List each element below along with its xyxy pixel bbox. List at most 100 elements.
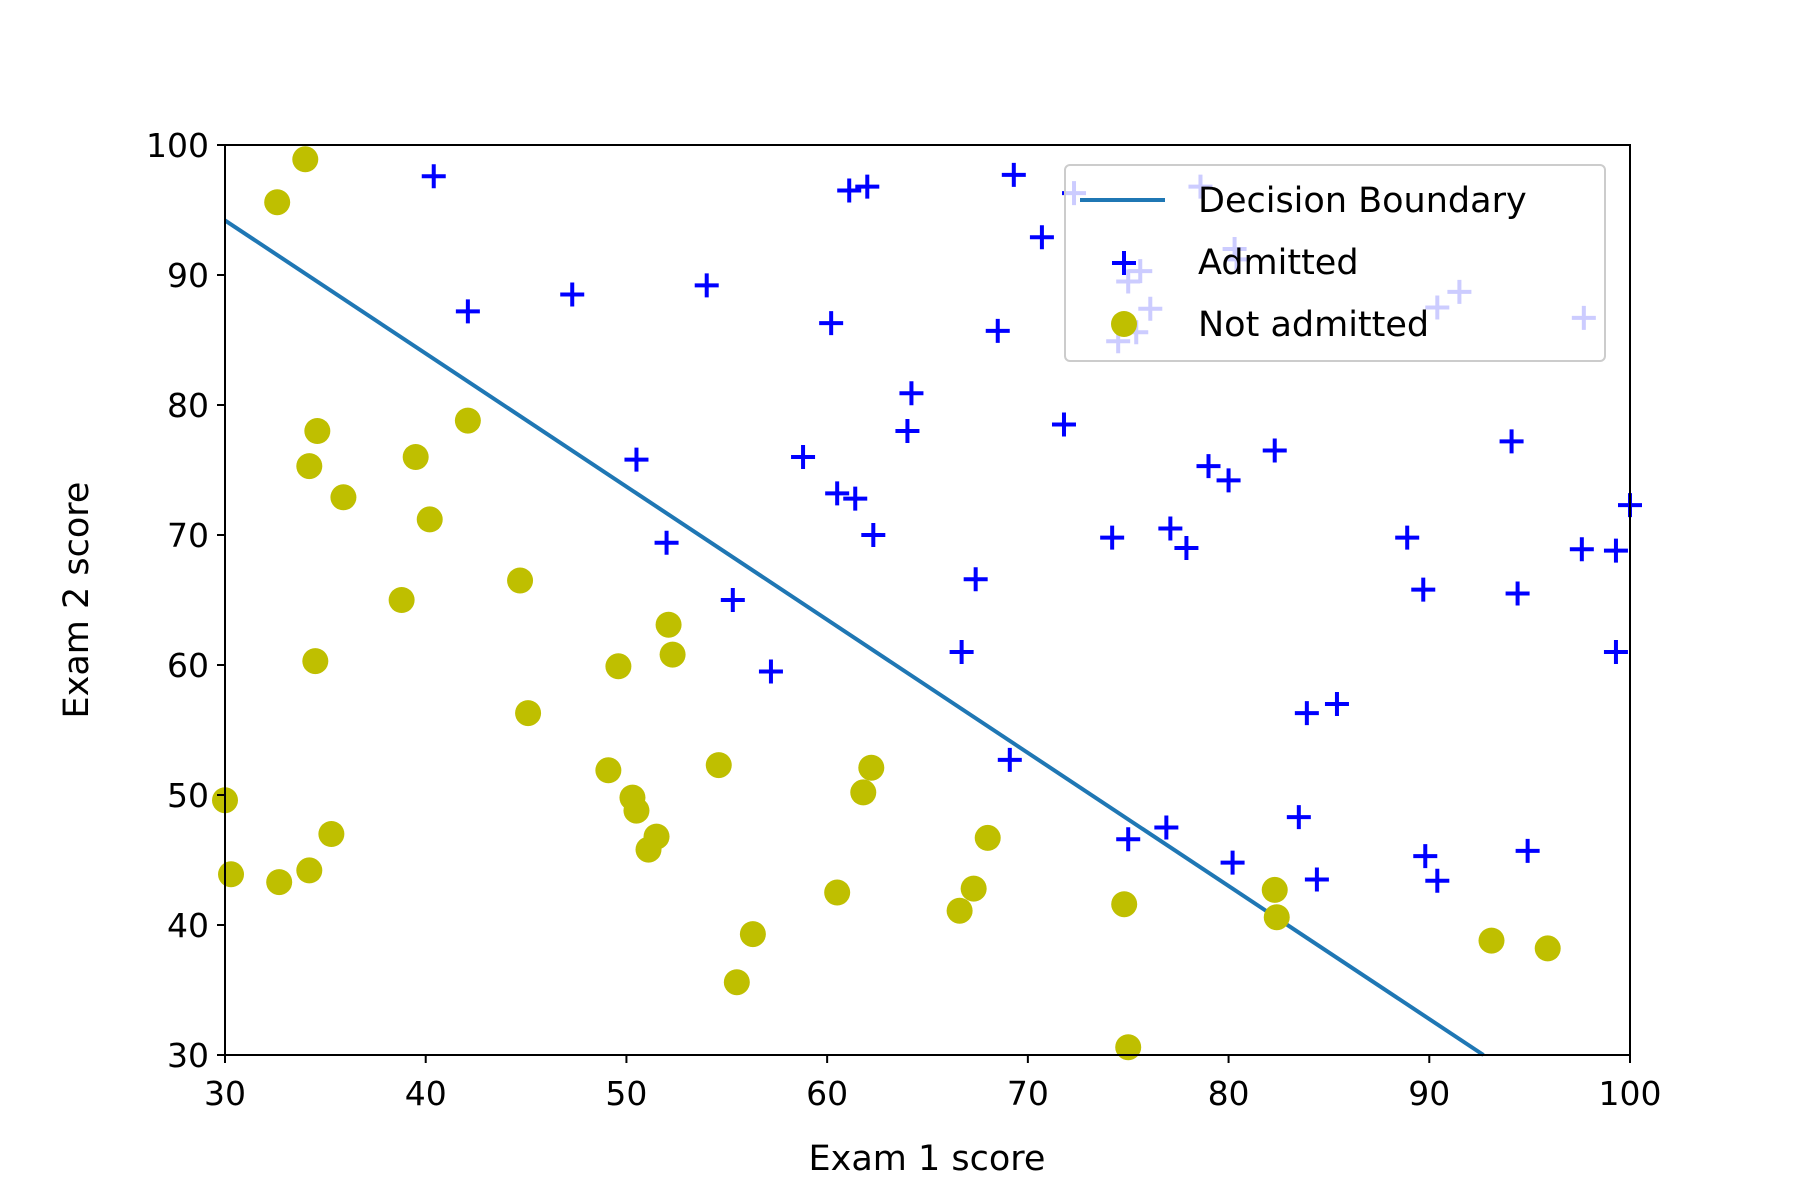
legend-box: [1064, 164, 1606, 362]
x-axis-title: Exam 1 score: [809, 1139, 1046, 1179]
data-points-layer: [212, 146, 1642, 1061]
not-admitted-point: [705, 752, 732, 779]
admitted-point: [1294, 701, 1319, 726]
admitted-point: [1220, 850, 1245, 875]
not-admitted-point: [416, 506, 443, 533]
admitted-point: [1603, 640, 1628, 664]
not-admitted-point: [1115, 1034, 1142, 1061]
admitted-point: [1001, 162, 1026, 187]
admitted-point: [1304, 867, 1329, 892]
x-tick-label: 50: [605, 1074, 647, 1113]
admitted-point: [1603, 538, 1628, 563]
not-admitted-point: [824, 879, 851, 906]
admitted-point: [843, 486, 868, 511]
not-admitted-point: [1111, 891, 1138, 918]
not-admitted-point: [296, 453, 323, 480]
admitted-point: [1425, 868, 1450, 893]
admitted-point: [1029, 225, 1054, 250]
admitted-point: [837, 178, 862, 203]
admitted-point: [455, 299, 480, 324]
y-tick-label: 70: [167, 516, 209, 555]
x-tick-label: 80: [1208, 1074, 1250, 1113]
not-admitted-point: [605, 653, 632, 680]
not-admitted-point: [402, 444, 429, 470]
admitted-point: [1411, 577, 1436, 602]
admitted-point: [895, 419, 920, 443]
admitted-point: [1262, 438, 1287, 463]
admitted-point: [421, 164, 446, 189]
admitted-point: [694, 273, 719, 298]
admitted-point: [560, 282, 585, 307]
admitted-point: [1324, 692, 1349, 716]
x-tick-label: 40: [405, 1074, 447, 1113]
admitted-point: [997, 747, 1022, 772]
not-admitted-point: [858, 754, 885, 781]
admitted-point: [791, 445, 816, 469]
admitted-point: [1174, 536, 1199, 560]
not-admitted-point: [330, 484, 357, 511]
admitted-point: [720, 588, 745, 612]
not-admitted-point: [655, 611, 682, 638]
legend-label-decision-boundary: Decision Boundary: [1198, 181, 1527, 221]
admitted-point: [1395, 525, 1420, 550]
admitted-point: [758, 659, 783, 684]
not-admitted-point: [1478, 927, 1505, 954]
not-admitted-point: [264, 189, 291, 216]
not-admitted-point: [974, 824, 1001, 851]
legend-plus-marker: [1112, 251, 1136, 275]
x-tick-label: 70: [1007, 1074, 1049, 1113]
not-admitted-point: [454, 407, 481, 434]
y-tick-label: 90: [167, 256, 209, 295]
y-axis-title: Exam 2 score: [57, 482, 97, 719]
admitted-point: [1505, 581, 1530, 606]
not-admitted-point: [1534, 935, 1561, 962]
legend-label-not-admitted: Not admitted: [1198, 305, 1429, 345]
admitted-point: [1196, 454, 1221, 479]
admitted-point: [825, 481, 850, 506]
y-tick-label: 60: [167, 646, 209, 685]
admitted-point: [949, 640, 974, 664]
admitted-point: [1515, 838, 1540, 863]
not-admitted-point: [292, 146, 319, 173]
y-tick-label: 80: [167, 386, 209, 425]
x-tick-label: 100: [1599, 1074, 1662, 1113]
legend-label-admitted: Admitted: [1198, 243, 1359, 283]
plot-frame: [224, 144, 1631, 1056]
not-admitted-point: [507, 567, 534, 594]
not-admitted-point: [388, 587, 415, 613]
admitted-point: [1158, 516, 1183, 541]
admitted-point: [624, 447, 649, 472]
admitted-point: [1569, 537, 1594, 562]
not-admitted-point: [1263, 904, 1290, 931]
not-admitted-point: [296, 857, 323, 884]
not-admitted-point: [623, 797, 650, 824]
y-tick-label: 30: [167, 1036, 209, 1075]
not-admitted-point: [304, 418, 331, 444]
not-admitted-point: [302, 648, 329, 675]
admitted-point: [1116, 827, 1141, 852]
admitted-point: [1100, 525, 1125, 550]
not-admitted-point: [960, 875, 987, 902]
not-admitted-point: [266, 869, 293, 896]
not-admitted-point: [723, 969, 750, 996]
admitted-point: [861, 523, 886, 547]
not-admitted-point: [515, 700, 542, 727]
admitted-point: [1154, 815, 1179, 840]
not-admitted-point: [1261, 876, 1288, 903]
not-admitted-point: [635, 836, 662, 863]
legend: Decision Boundary Admitted Not admitted: [1064, 164, 1606, 362]
admitted-point: [1051, 412, 1076, 437]
y-tick-label: 100: [146, 126, 209, 165]
admitted-point: [1286, 805, 1311, 830]
y-tick-label: 40: [167, 906, 209, 945]
not-admitted-point: [218, 861, 245, 888]
x-tick-label: 60: [806, 1074, 848, 1113]
admitted-point: [654, 530, 679, 555]
not-admitted-point: [850, 779, 877, 806]
not-admitted-point: [739, 921, 766, 948]
x-tick-label: 90: [1408, 1074, 1450, 1113]
admitted-point: [1499, 429, 1524, 454]
admitted-point: [819, 311, 844, 336]
legend-circle-marker: [1111, 311, 1137, 337]
